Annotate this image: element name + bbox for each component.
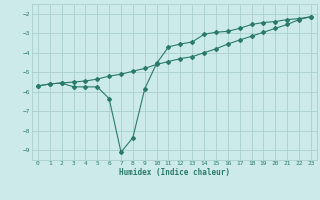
X-axis label: Humidex (Indice chaleur): Humidex (Indice chaleur)	[119, 168, 230, 177]
